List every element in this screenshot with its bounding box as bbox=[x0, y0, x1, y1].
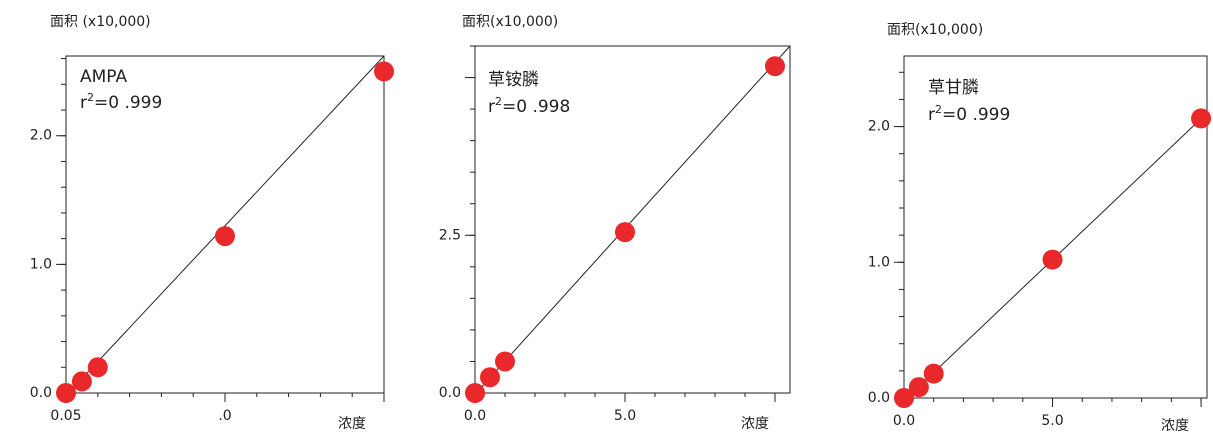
data-point bbox=[71, 371, 92, 392]
x-tick-label: 5.0 bbox=[1041, 413, 1063, 429]
y-tick-label: 0.0 bbox=[868, 390, 890, 406]
y-tick-label: 0.0 bbox=[439, 385, 461, 401]
data-point bbox=[1191, 108, 1212, 129]
chart-glyphosate-svg: 面积(x10,000) 浓度 草甘膦 r2=0 .999 0.0 1.0 2.0 0.… bbox=[868, 22, 1212, 434]
chart-ampa: 面积 (x10,000) 浓度 AMPA r2=0 .999 0.0 1.0 2.0… bbox=[0, 0, 395, 435]
chart-glufosinate-svg: 面积(x10,000) 浓度 草铵膦 r2=0 .998 0.0 2.5 0.0 5.… bbox=[439, 14, 791, 432]
data-point bbox=[56, 383, 76, 403]
r-squared-value: =0 .999 bbox=[942, 105, 1010, 125]
y-tick-label: 2.0 bbox=[30, 128, 52, 144]
x-tick-label: 0.0 bbox=[893, 413, 915, 429]
r-squared-prefix: r bbox=[928, 105, 935, 125]
y-tick-label: 1.0 bbox=[30, 256, 52, 272]
fit-line bbox=[65, 55, 385, 396]
y-tick-label: 2.5 bbox=[439, 227, 461, 243]
r-squared-label: r2=0 .999 bbox=[80, 91, 162, 113]
data-point bbox=[908, 377, 929, 398]
x-tick-label: .0 bbox=[218, 408, 231, 424]
x-axis-title: 浓度 bbox=[338, 416, 366, 432]
fit-line bbox=[474, 45, 791, 395]
r-squared-label: r2=0 .999 bbox=[928, 103, 1010, 125]
data-point bbox=[465, 383, 485, 403]
data-point bbox=[765, 56, 785, 77]
plot-frame bbox=[474, 45, 791, 394]
r-squared-sup: 2 bbox=[935, 103, 942, 116]
plot-frame bbox=[903, 55, 1208, 399]
r-squared-sup: 2 bbox=[495, 95, 502, 108]
r-squared-sup: 2 bbox=[87, 91, 94, 104]
chart-ampa-svg: 面积 (x10,000) 浓度 AMPA r2=0 .999 0.01.02.0… bbox=[30, 14, 394, 432]
data-point bbox=[480, 367, 500, 388]
series-label: AMPA bbox=[80, 67, 127, 87]
r-squared-prefix: r bbox=[80, 93, 87, 113]
y-axis-title: 面积 (x10,000) bbox=[50, 14, 151, 30]
y-tick-label: 0.0 bbox=[30, 385, 52, 401]
data-point bbox=[87, 357, 108, 378]
r-squared-value: =0 .999 bbox=[94, 93, 162, 113]
r-squared-label: r2=0 .998 bbox=[488, 95, 570, 117]
r-squared-prefix: r bbox=[488, 97, 495, 117]
r-squared-value: =0 .998 bbox=[502, 97, 570, 117]
data-point bbox=[374, 61, 394, 82]
data-point bbox=[923, 363, 944, 384]
y-tick-label: 2.0 bbox=[868, 119, 890, 135]
x-axis-title: 浓度 bbox=[1161, 418, 1189, 434]
data-point bbox=[615, 222, 635, 243]
data-point bbox=[1042, 249, 1063, 270]
series-label: 草铵膦 bbox=[488, 70, 539, 90]
data-point bbox=[215, 226, 235, 247]
y-axis-title: 面积(x10,000) bbox=[462, 14, 558, 30]
x-tick-label: 5.0 bbox=[614, 408, 636, 424]
data-point bbox=[894, 388, 914, 408]
y-axis-title: 面积(x10,000) bbox=[887, 22, 983, 38]
y-tick-label: 1.0 bbox=[868, 254, 890, 270]
x-tick-label: 0.0 bbox=[464, 408, 486, 424]
series-label: 草甘膦 bbox=[928, 78, 979, 98]
x-tick-label: 0.05 bbox=[50, 408, 81, 424]
chart-glufosinate: 面积(x10,000) 浓度 草铵膦 r2=0 .998 0.0 2.5 0.0 5.… bbox=[405, 0, 805, 435]
chart-glyphosate: 面积(x10,000) 浓度 草甘膦 r2=0 .999 0.0 1.0 2.0 0.… bbox=[825, 0, 1213, 435]
data-point bbox=[495, 351, 515, 372]
x-axis-title: 浓度 bbox=[741, 416, 769, 432]
